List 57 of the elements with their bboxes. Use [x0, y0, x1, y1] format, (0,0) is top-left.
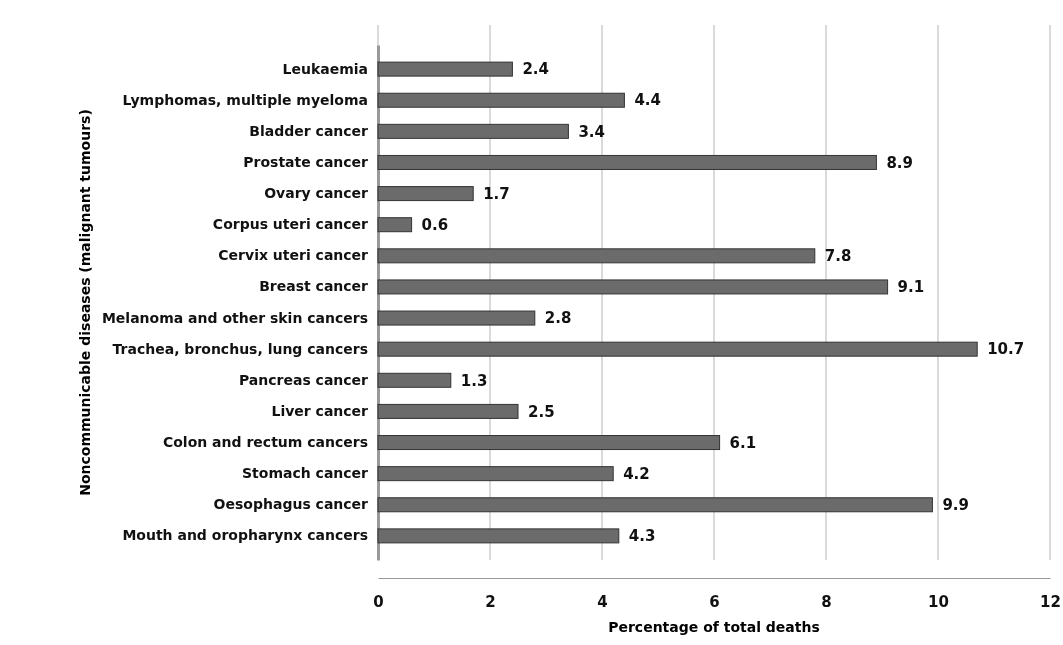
- y-tick-label: Breast cancer: [259, 278, 369, 295]
- data-label: 4.3: [628, 527, 656, 546]
- y-tick-label: Oesophagus cancer: [213, 496, 369, 513]
- bar: [377, 341, 978, 357]
- data-label: 7.8: [824, 247, 852, 266]
- x-tick-label: 8: [821, 592, 832, 611]
- data-label: 3.4: [578, 122, 605, 141]
- y-tick-label: Colon and rectum cancers: [162, 434, 368, 451]
- y-tick-label: Lymphomas, multiple myeloma: [122, 91, 368, 108]
- y-tick-label: Trachea, bronchus, lung cancers: [112, 340, 368, 357]
- x-tick-label: 2: [485, 592, 496, 611]
- data-label: 9.9: [942, 496, 969, 515]
- data-label: 2.5: [528, 402, 555, 421]
- data-label: 2.8: [544, 309, 572, 328]
- y-tick-label: Cervix uteri cancer: [218, 247, 369, 264]
- x-tick-label: 0: [373, 592, 384, 611]
- y-tick-label: Mouth and oropharynx cancers: [122, 527, 368, 544]
- data-label: 6.1: [729, 433, 757, 452]
- bar: [377, 466, 614, 482]
- data-label: 9.1: [897, 278, 925, 297]
- bar: [377, 279, 889, 295]
- y-tick-label: Ovary cancer: [264, 185, 369, 202]
- data-label: 4.4: [634, 91, 661, 110]
- data-label: 2.4: [522, 60, 549, 79]
- data-label: 4.2: [623, 464, 650, 483]
- y-tick-label: Leukaemia: [282, 60, 368, 77]
- bar: [377, 154, 877, 170]
- x-tick-label: 6: [709, 592, 720, 611]
- bar: [377, 217, 413, 233]
- data-label: 1.7: [483, 184, 510, 203]
- y-tick-label: Stomach cancer: [242, 465, 369, 482]
- bar: [377, 528, 620, 544]
- x-axis-title: Percentage of total deaths: [608, 619, 820, 635]
- y-tick-label: Bladder cancer: [249, 122, 369, 139]
- bar: [377, 403, 519, 419]
- data-label: 1.3: [460, 371, 488, 390]
- data-label: 0.6: [421, 215, 449, 234]
- bar: [377, 497, 933, 513]
- x-tick-label: 4: [597, 592, 608, 611]
- y-tick-label: Melanoma and other skin cancers: [101, 309, 368, 326]
- bar: [377, 61, 513, 77]
- y-tick-label: Corpus uteri cancer: [212, 216, 369, 233]
- y-axis-title: Noncommunicable diseases (malignant tumours): [76, 109, 93, 496]
- bar: [377, 92, 625, 108]
- x-tick-label: 12: [1040, 592, 1061, 611]
- y-tick-label: Liver cancer: [271, 402, 369, 419]
- bar: [377, 372, 452, 388]
- y-tick-label: Pancreas cancer: [238, 371, 369, 388]
- bar: [377, 310, 536, 326]
- bar: [377, 123, 569, 139]
- bar: [377, 248, 816, 264]
- bar: [377, 186, 474, 202]
- bar: [377, 435, 721, 451]
- x-tick-label: 10: [928, 592, 949, 611]
- data-label: 8.9: [886, 153, 913, 172]
- data-label: 10.7: [987, 340, 1025, 359]
- y-tick-label: Prostate cancer: [243, 153, 369, 170]
